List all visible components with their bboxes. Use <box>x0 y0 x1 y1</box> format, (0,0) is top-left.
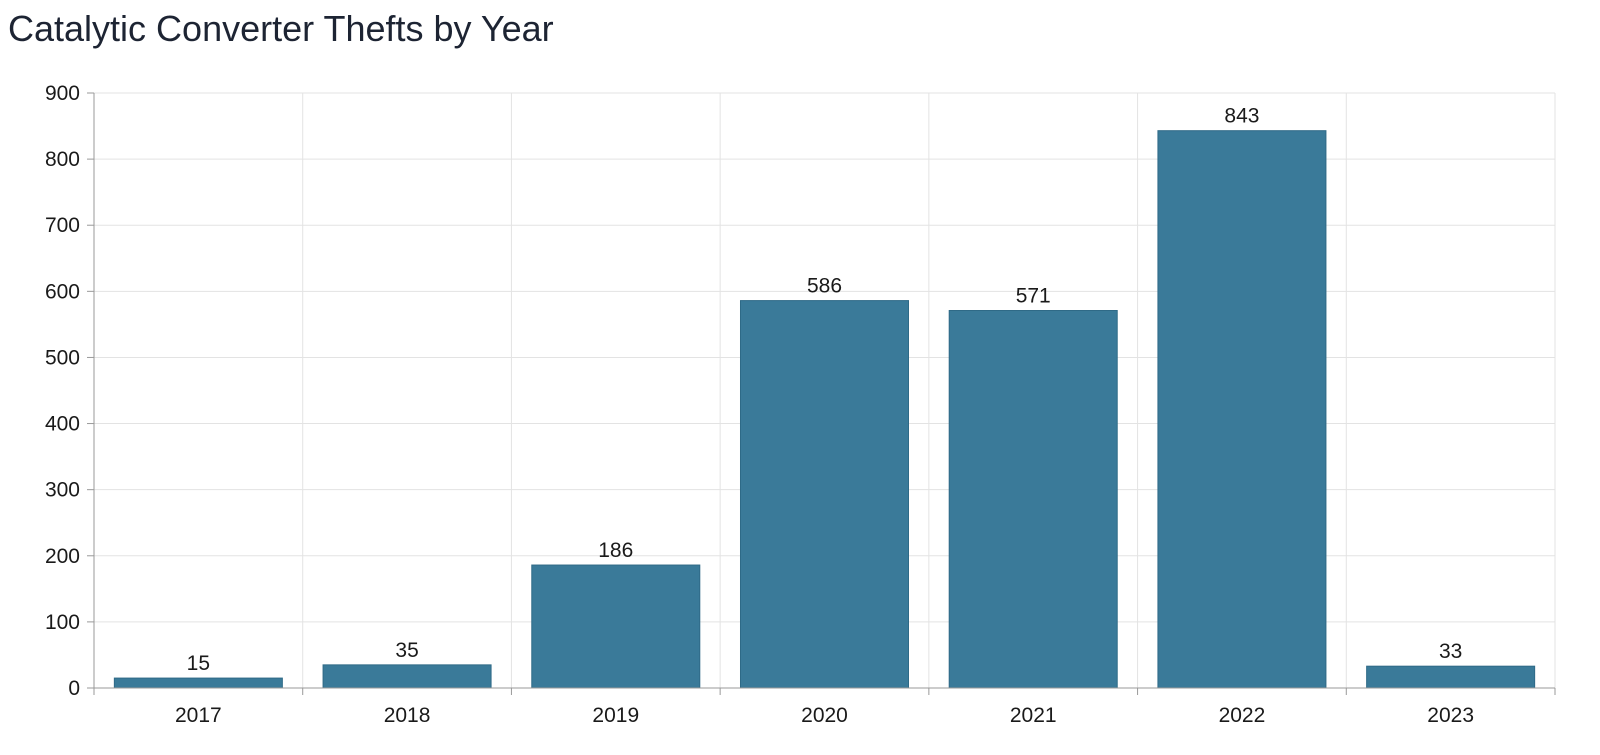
x-tick-label: 2018 <box>384 704 431 727</box>
bars <box>113 130 1536 689</box>
y-tick-label: 500 <box>45 346 80 369</box>
bar-2022 <box>1157 130 1327 689</box>
y-tick-label: 400 <box>45 413 80 436</box>
bar-2023 <box>1366 665 1536 689</box>
data-label-2019: 186 <box>598 539 633 562</box>
data-labels: 15 35 186 586 571 843 33 <box>187 105 1463 675</box>
bar-2019 <box>531 564 701 689</box>
bar-2020 <box>739 300 910 689</box>
y-tick-label: 0 <box>68 677 80 700</box>
bar-2017 <box>113 677 283 689</box>
x-tick-labels: 2017 2018 2019 2020 2021 2022 2023 <box>175 704 1474 727</box>
y-tick-label: 600 <box>45 280 80 303</box>
y-tick-label: 200 <box>45 545 80 568</box>
data-label-2022: 843 <box>1224 105 1259 128</box>
data-label-2017: 15 <box>187 652 210 675</box>
x-tick-label: 2022 <box>1219 704 1266 727</box>
bar-2018 <box>322 664 492 689</box>
chart-title: Catalytic Converter Thefts by Year <box>8 8 554 49</box>
x-tick-label: 2017 <box>175 704 222 727</box>
y-tick-label: 800 <box>45 148 80 171</box>
y-tick-label: 900 <box>45 82 80 105</box>
x-tick-label: 2023 <box>1427 704 1474 727</box>
y-tick-label: 300 <box>45 479 80 502</box>
x-tick-label: 2020 <box>801 704 848 727</box>
x-tick-label: 2021 <box>1010 704 1057 727</box>
data-label-2023: 33 <box>1439 640 1462 663</box>
bar-2021 <box>948 310 1118 689</box>
y-tick-labels: 0 100 200 300 400 500 600 700 800 900 <box>45 82 80 700</box>
data-label-2020: 586 <box>807 275 842 298</box>
axes <box>87 92 1556 695</box>
x-tick-label: 2019 <box>592 704 639 727</box>
data-label-2018: 35 <box>395 639 418 662</box>
y-tick-label: 100 <box>45 611 80 634</box>
y-tick-label: 700 <box>45 214 80 237</box>
data-label-2021: 571 <box>1016 285 1051 308</box>
